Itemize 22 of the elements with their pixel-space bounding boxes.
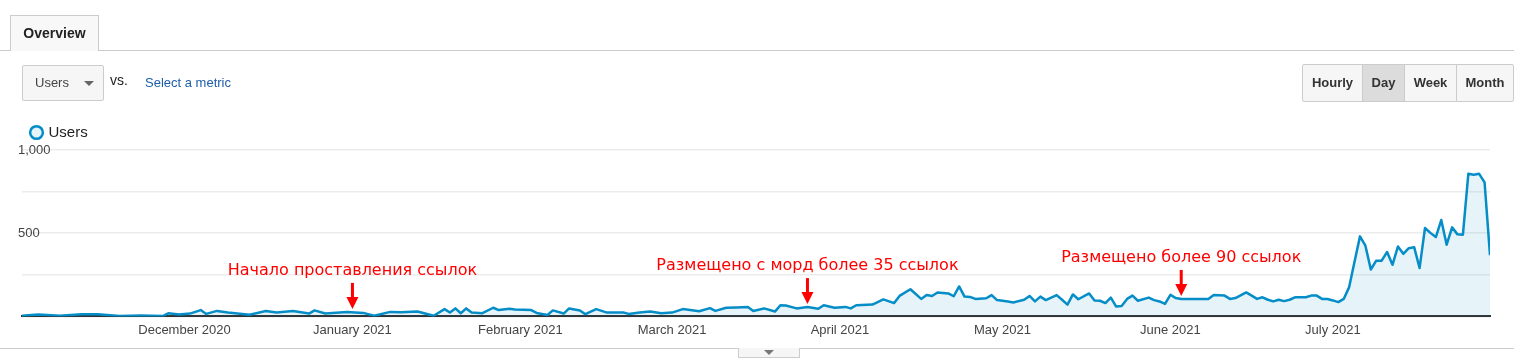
annotation: Размещено с морд более 35 ссылок <box>656 255 959 275</box>
text: Select a metric <box>145 75 231 90</box>
x-tick-label: December 2020 <box>138 321 231 337</box>
text: Month <box>1465 75 1505 90</box>
x-tick-label: April 2021 <box>810 321 870 337</box>
text: Hourly <box>1311 75 1354 90</box>
text: Week <box>1413 75 1448 90</box>
text: vs. <box>110 72 128 88</box>
text: Users <box>35 75 69 90</box>
x-tick-label: July 2021 <box>1305 321 1361 337</box>
legend-label: Users <box>48 122 88 140</box>
annotation: Размещено более 90 ссылок <box>1061 246 1302 266</box>
text: Overview <box>23 25 86 41</box>
x-tick-label: March 2021 <box>637 321 707 337</box>
x-tick-label: January 2021 <box>313 321 392 337</box>
x-tick-label: June 2021 <box>1140 321 1201 337</box>
x-tick-label: May 2021 <box>973 321 1032 337</box>
y-tick-label: 1,000 <box>18 141 51 157</box>
x-tick-label: February 2021 <box>478 321 563 337</box>
annotation: Начало проставления ссылок <box>227 259 478 279</box>
text: Day <box>1371 75 1396 90</box>
y-tick-label: 500 <box>18 224 40 240</box>
